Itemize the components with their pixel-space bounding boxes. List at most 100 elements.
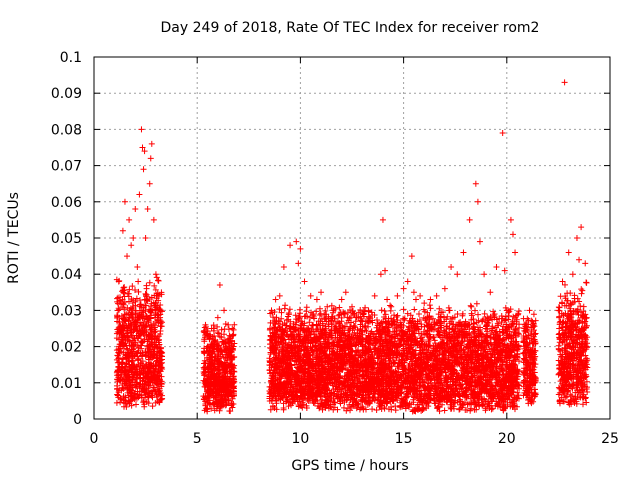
data-point	[336, 304, 343, 311]
data-point	[158, 344, 165, 351]
data-point	[137, 375, 144, 382]
data-point	[124, 290, 131, 297]
data-point	[120, 369, 127, 376]
data-point	[130, 371, 137, 378]
data-point	[154, 292, 161, 299]
data-point	[151, 384, 158, 391]
data-point	[467, 302, 474, 309]
data-point	[151, 324, 158, 331]
data-point	[145, 394, 152, 401]
data-point	[128, 332, 135, 339]
data-point	[387, 302, 394, 309]
data-point	[126, 398, 133, 405]
data-point	[131, 341, 138, 348]
data-point	[144, 313, 151, 320]
data-point	[142, 290, 149, 297]
data-point	[156, 355, 163, 362]
data-point	[152, 333, 159, 340]
data-point	[154, 354, 161, 361]
data-point	[158, 291, 165, 298]
data-point	[309, 322, 316, 329]
data-point	[155, 336, 162, 343]
data-point	[151, 282, 158, 289]
data-point	[130, 297, 137, 304]
data-point	[133, 363, 140, 370]
data-point	[126, 384, 133, 391]
data-point	[114, 376, 121, 383]
data-point	[126, 358, 133, 365]
data-point	[114, 352, 121, 359]
data-point	[150, 332, 157, 339]
data-point	[126, 349, 133, 356]
data-point	[144, 342, 151, 349]
data-point	[121, 325, 128, 332]
data-point	[303, 308, 310, 315]
data-point	[156, 305, 163, 312]
data-point	[143, 322, 150, 329]
data-point	[122, 394, 129, 401]
data-point	[135, 288, 142, 295]
data-point	[472, 307, 479, 314]
data-point	[146, 364, 153, 371]
data-point	[481, 310, 488, 317]
data-point	[122, 400, 129, 407]
data-point	[427, 305, 434, 312]
data-point	[142, 348, 149, 355]
data-point	[147, 376, 154, 383]
data-point	[138, 311, 145, 318]
data-point	[121, 286, 128, 293]
data-point	[147, 346, 154, 353]
data-point	[157, 318, 164, 325]
data-point	[121, 380, 128, 387]
data-point	[132, 287, 139, 294]
data-point	[114, 385, 121, 392]
data-point	[116, 306, 123, 313]
data-point	[115, 346, 122, 353]
data-point	[130, 348, 137, 355]
data-point	[135, 278, 142, 285]
data-point	[147, 360, 154, 367]
data-point	[119, 356, 126, 363]
data-point	[140, 375, 147, 382]
data-point	[135, 312, 142, 319]
data-point	[148, 294, 155, 301]
data-point	[152, 399, 159, 406]
data-point	[154, 381, 161, 388]
data-point	[147, 379, 154, 386]
data-point	[140, 366, 147, 373]
data-point	[157, 391, 164, 398]
data-point	[150, 320, 157, 327]
data-point	[474, 311, 481, 318]
data-point	[143, 312, 150, 319]
data-point	[121, 363, 128, 370]
data-point	[158, 323, 165, 330]
data-point	[144, 297, 151, 304]
data-point	[129, 283, 136, 290]
data-point	[131, 319, 138, 326]
data-point	[226, 407, 233, 414]
data-point	[114, 367, 121, 374]
data-points	[113, 79, 591, 415]
data-point	[121, 317, 128, 324]
data-point	[125, 376, 132, 383]
data-point	[221, 326, 228, 333]
data-point	[116, 326, 123, 333]
data-point	[125, 293, 132, 300]
data-point	[117, 399, 124, 406]
data-point	[148, 327, 155, 334]
data-point	[133, 401, 140, 408]
data-point	[114, 313, 121, 320]
data-point	[151, 338, 158, 345]
data-point	[133, 328, 140, 335]
data-point	[137, 359, 144, 366]
data-point	[115, 371, 122, 378]
data-point	[142, 353, 149, 360]
data-point	[153, 393, 160, 400]
data-point	[134, 392, 141, 399]
data-point	[381, 308, 388, 315]
data-point	[115, 307, 122, 314]
data-point	[143, 285, 150, 292]
data-point	[137, 297, 144, 304]
data-point	[157, 348, 164, 355]
